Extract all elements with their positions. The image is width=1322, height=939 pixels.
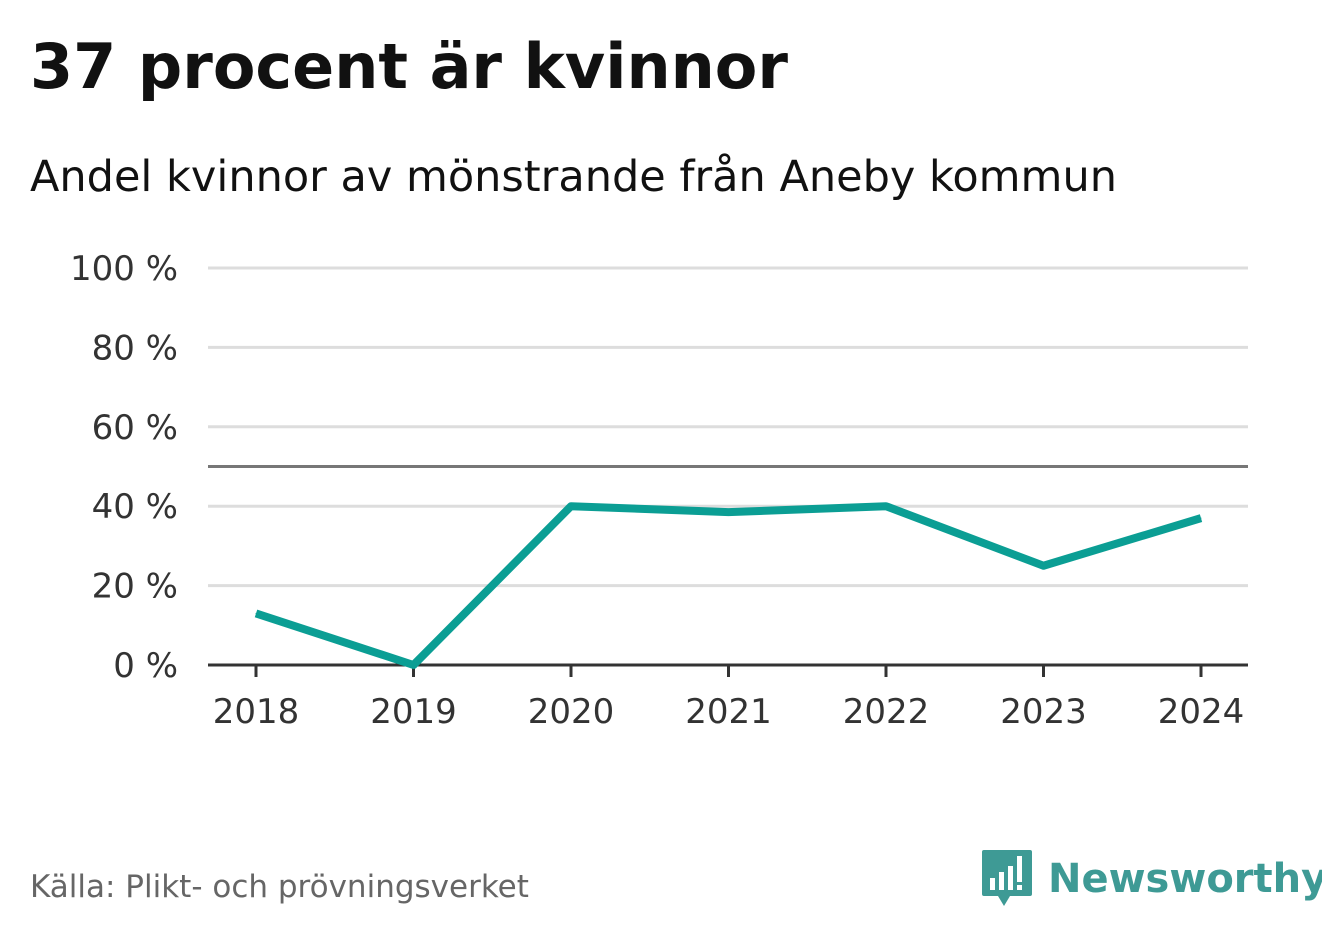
line-chart: 0 % 20 % 40 % 60 % 80 % 100 % 2018 2019 2020 202… xyxy=(70,249,1248,732)
y-axis-ticks: 0 % 20 % 40 % 60 % 80 % 100 % xyxy=(70,249,178,686)
y-tick-label: 40 % xyxy=(92,487,178,527)
chart-subtitle: Andel kvinnor av mönstrande från Aneby k… xyxy=(30,152,1117,202)
source-note: Källa: Plikt- och prövningsverket xyxy=(30,869,529,905)
series-layer xyxy=(254,502,1203,669)
y-tick-label: 60 % xyxy=(92,408,178,448)
data-point-2024 xyxy=(1200,517,1202,519)
data-point-2019 xyxy=(413,664,414,666)
x-tick-label: 2022 xyxy=(843,692,930,732)
grid-lines xyxy=(208,266,1248,667)
x-tick-label: 2020 xyxy=(528,692,615,732)
y-tick-label: 80 % xyxy=(92,328,178,368)
data-point-2020 xyxy=(570,505,572,507)
data-point-2022 xyxy=(885,505,887,507)
brand-name: Newsworthy xyxy=(1048,856,1322,902)
x-tick-label: 2021 xyxy=(685,692,772,732)
chart-title: 37 procent är kvinnor xyxy=(30,30,788,103)
y-tick-label: 0 % xyxy=(113,646,178,686)
data-point-2023 xyxy=(1043,565,1044,567)
bar-chart-speech-bubble-icon xyxy=(982,850,1032,906)
x-tick-label: 2019 xyxy=(370,692,457,732)
x-tick-label: 2024 xyxy=(1158,692,1245,732)
y-tick-label: 20 % xyxy=(92,567,178,607)
data-point-2021 xyxy=(728,511,729,513)
x-tick-label: 2023 xyxy=(1000,692,1087,732)
data-point-2018 xyxy=(255,612,257,614)
y-tick-label: 100 % xyxy=(70,249,178,289)
x-tick-label: 2018 xyxy=(213,692,300,732)
brand-logo: Newsworthy xyxy=(980,848,1322,910)
x-axis-ticks: 2018 2019 2020 2021 2022 2023 2024 xyxy=(213,665,1245,732)
